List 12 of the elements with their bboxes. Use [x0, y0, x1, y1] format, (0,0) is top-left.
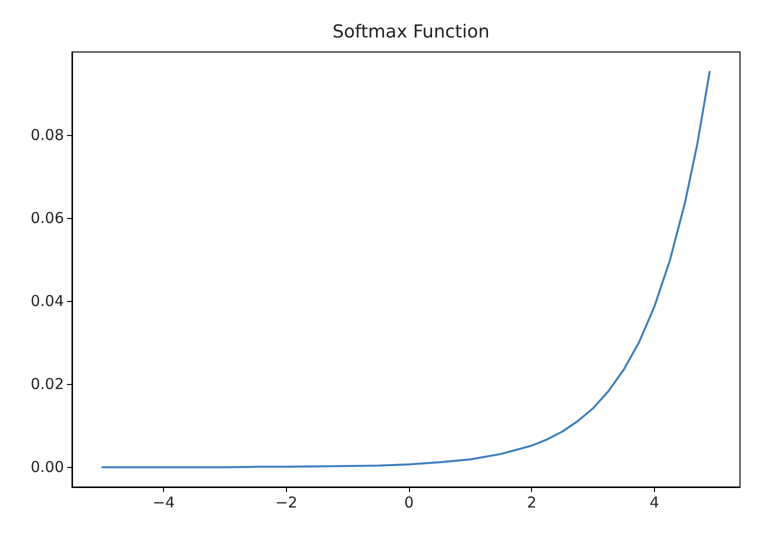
y-tick-label: 0.02	[30, 375, 64, 394]
x-tick-label: −2	[275, 494, 298, 512]
y-tick-label: 0.00	[30, 458, 64, 476]
y-tick-label: 0.08	[30, 126, 64, 144]
x-tick-label: 4	[650, 494, 660, 512]
x-tick-label: 2	[526, 494, 537, 512]
x-tick-label: −4	[152, 494, 175, 512]
x-tick-label: 0	[404, 494, 414, 512]
line-series	[101, 70, 711, 468]
y-tick-label: 0.04	[30, 292, 64, 310]
y-tick-label: 0.06	[30, 208, 64, 227]
chart-title: Softmax Function	[332, 22, 490, 42]
